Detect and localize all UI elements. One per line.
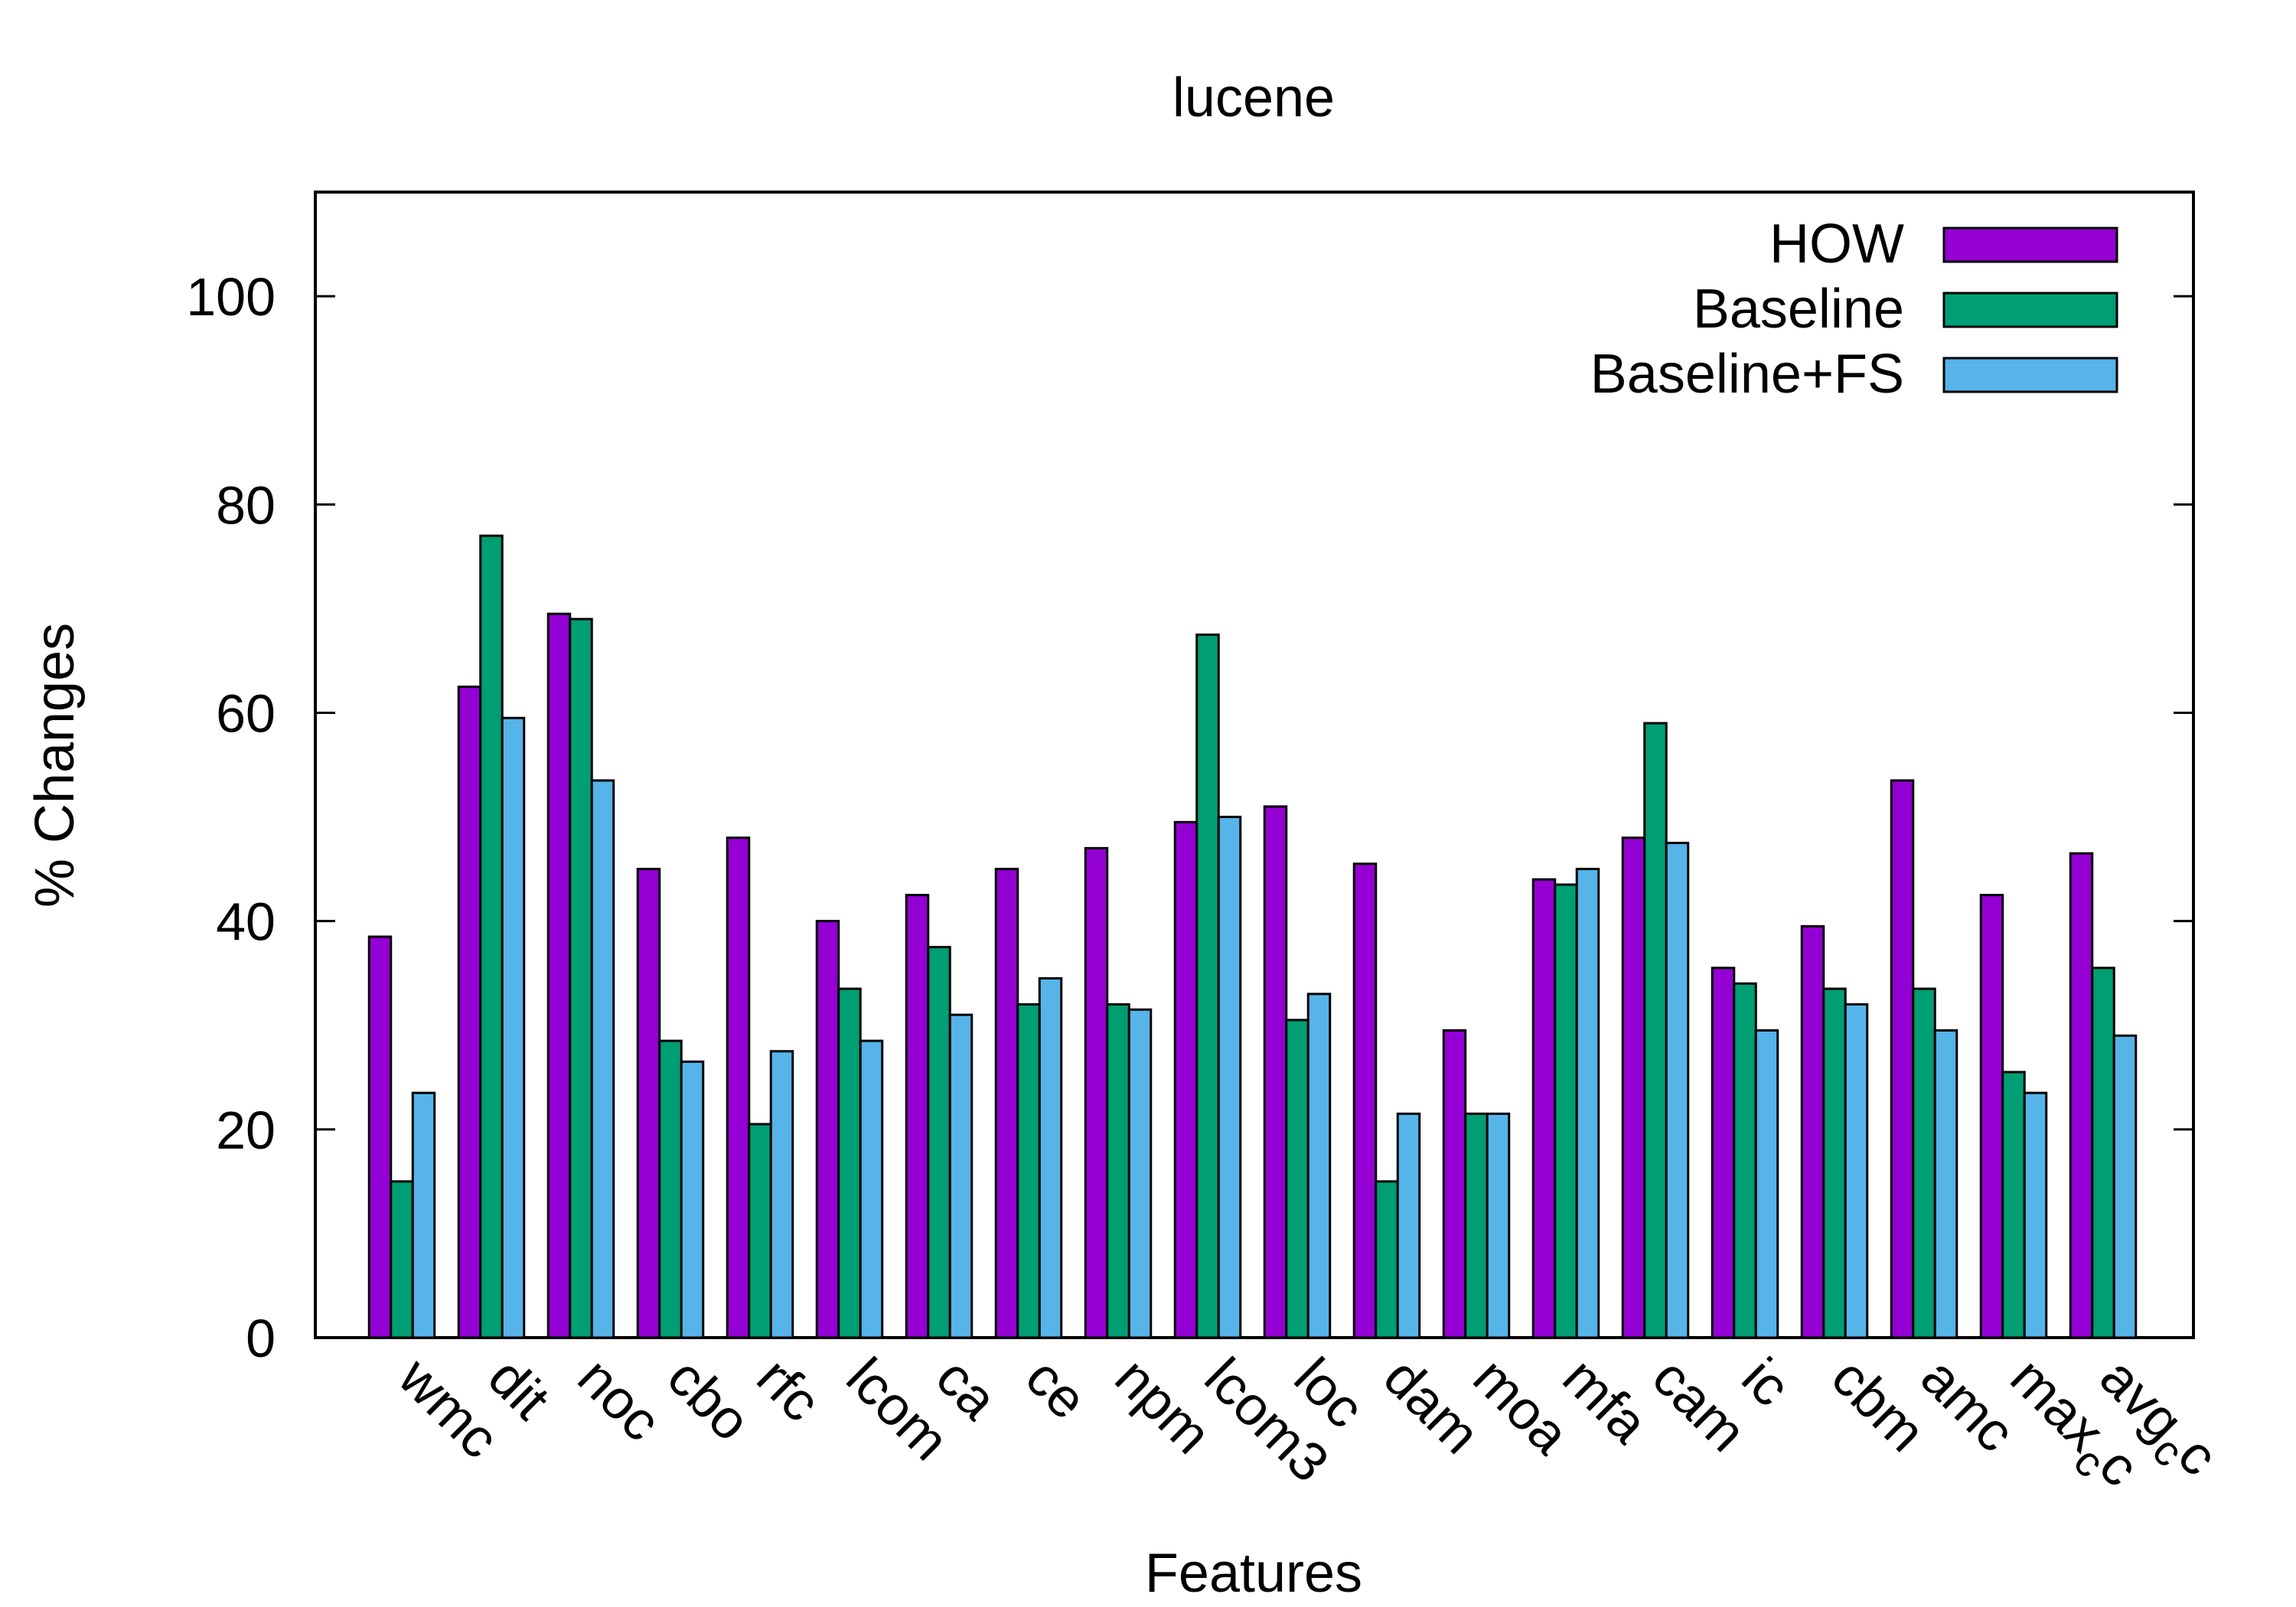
x-tick-label: amc [1910,1347,2027,1464]
bar-how-ce [994,868,1019,1339]
bar-baseline-ca [927,946,951,1339]
bar-how-dam [1352,862,1378,1339]
legend-swatch-baseline [1942,292,2118,328]
bar-baseline-loc [1285,1019,1309,1339]
bar-baseline-dit [479,534,504,1339]
legend-swatch-baseline-fs [1942,357,2118,393]
x-tick-label: moa [1462,1347,1581,1466]
bar-baseline-moa [1464,1112,1489,1339]
bar-baseline-fs-rfc [769,1050,794,1339]
bar-baseline-fs-avg-cc [2112,1034,2138,1339]
bar-baseline-cbo [658,1039,683,1339]
x-axis-label: Features [1145,1543,1362,1604]
x-tick-label: cbo [656,1347,762,1453]
bar-baseline-fs-ca [948,1013,974,1339]
bar-baseline-noc [569,618,593,1339]
bar-how-loc [1263,805,1288,1339]
bar-baseline-fs-noc [590,779,615,1339]
bar-baseline-fs-wmc [411,1091,436,1339]
bar-baseline-fs-dit [501,716,526,1339]
y-tick-label: 100 [186,267,276,327]
bar-baseline-fs-cam [1665,842,1690,1339]
bar-baseline-fs-moa [1486,1112,1511,1339]
x-tick-label: rfc [745,1347,832,1433]
bar-baseline-fs-npm [1127,1008,1153,1339]
bar-baseline-fs-lcom [859,1039,884,1339]
bar-how-ca [905,894,930,1339]
bar-baseline-mfa [1554,883,1578,1339]
bar-baseline-fs-ce [1038,976,1063,1339]
bar-baseline-cbm [1822,987,1847,1339]
bar-how-npm [1084,846,1109,1339]
bar-how-cam [1621,836,1646,1339]
y-tick-label: 40 [216,892,276,952]
bar-baseline-fs-dam [1396,1112,1421,1339]
bar-how-ic [1711,966,1736,1339]
y-tick-label: 60 [216,683,276,743]
bar-baseline-fs-mfa [1575,868,1600,1339]
bar-how-lcom [815,920,840,1339]
x-tick-label: cbm [1820,1347,1937,1464]
plot-frame [314,191,2195,1339]
bar-baseline-cam [1643,722,1668,1339]
y-tick-label: 0 [246,1309,276,1368]
bar-baseline-avg-cc [2091,966,2115,1339]
x-tick-label: noc [566,1347,673,1453]
bar-baseline-fs-ic [1754,1029,1779,1339]
bar-how-wmc [367,935,393,1339]
x-tick-label: cam [1641,1347,1758,1464]
bar-baseline-ce [1016,1003,1041,1339]
bar-how-avg-cc [2069,852,2094,1339]
y-tick-label: 80 [216,475,276,535]
legend-swatch-how [1942,227,2118,263]
bar-how-mfa [1531,878,1557,1339]
bar-baseline-amc [1912,987,1936,1339]
bar-how-noc [546,612,572,1339]
x-tick-label: wmc [386,1346,510,1470]
bar-baseline-fs-max-cc [2023,1091,2048,1339]
legend-label-baseline: Baseline [1693,279,1904,340]
bar-how-rfc [726,836,751,1339]
y-tick-label: 20 [216,1100,276,1160]
x-tick-label: npm [1104,1347,1223,1466]
bar-baseline-ic [1733,982,1757,1339]
bar-baseline-wmc [390,1180,414,1339]
bar-baseline-fs-cbm [1844,1003,1869,1339]
chart-title: lucene [1172,67,1335,129]
bar-baseline-fs-cbo [680,1060,705,1339]
x-tick-label: lcom [835,1347,960,1472]
bar-how-amc [1890,779,1915,1339]
bar-baseline-lcom3 [1195,633,1220,1339]
bar-baseline-fs-amc [1933,1029,1958,1339]
bar-how-dit [457,685,482,1339]
x-tick-label: mfa [1551,1347,1660,1455]
y-axis-label: % Changes [24,623,86,908]
bar-how-moa [1442,1029,1467,1339]
x-tick-label: dam [1372,1347,1492,1466]
bar-baseline-npm [1106,1003,1130,1339]
bar-baseline-lcom [837,987,862,1339]
bar-how-lcom3 [1173,820,1199,1339]
bar-how-cbo [636,868,661,1339]
bar-baseline-fs-loc [1306,993,1332,1339]
legend-label-baseline-fs: Baseline+FS [1590,344,1904,405]
bar-baseline-dam [1375,1180,1399,1339]
bar-baseline-max-cc [2001,1071,2026,1339]
x-tick-label: ce [1014,1347,1098,1431]
bar-how-max-cc [1979,894,2004,1339]
bar-how-cbm [1800,924,1825,1339]
legend-label-how: HOW [1769,214,1904,275]
bar-baseline-fs-lcom3 [1217,816,1242,1339]
bar-baseline-rfc [748,1123,772,1339]
